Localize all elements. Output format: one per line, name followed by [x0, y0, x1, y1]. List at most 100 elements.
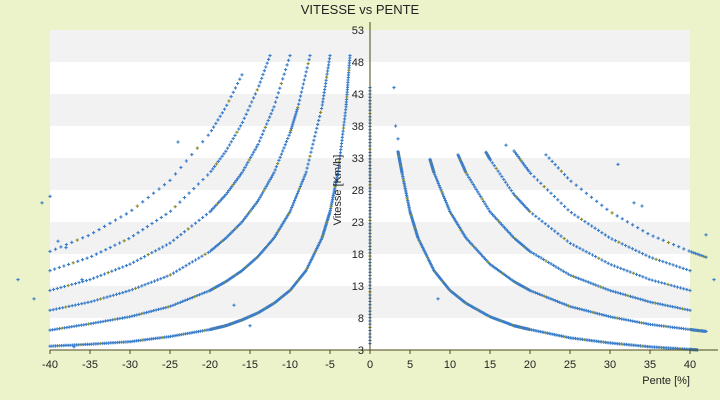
data-point — [647, 255, 651, 259]
data-point — [119, 215, 123, 219]
data-point — [204, 213, 208, 217]
data-point — [300, 180, 304, 184]
data-point — [550, 227, 554, 231]
data-point — [682, 247, 686, 251]
data-point — [498, 172, 502, 176]
data-point — [222, 152, 226, 156]
data-point — [200, 254, 204, 258]
data-point — [306, 62, 310, 66]
data-point — [341, 132, 345, 136]
data-point — [696, 252, 700, 256]
data-point — [178, 267, 182, 271]
data-point — [305, 66, 309, 70]
data-point — [322, 94, 326, 98]
data-point — [322, 91, 326, 95]
data-point — [273, 100, 278, 104]
data-point — [298, 94, 303, 98]
data-point — [663, 282, 667, 286]
data-point — [467, 175, 471, 179]
data-point — [520, 160, 524, 164]
x-tick-label: 10 — [444, 359, 456, 371]
data-point — [561, 269, 566, 273]
data-point — [700, 254, 704, 258]
y-tick-label: 38 — [352, 121, 364, 133]
data-point — [572, 243, 576, 247]
x-axis-tick-labels: -40 -35 -30 -25 -20 -15 -10 -5 0 5 10 15 20 25 30 35 40 — [42, 350, 696, 371]
data-point — [146, 195, 150, 200]
data-point — [327, 63, 331, 67]
data-point — [661, 259, 665, 264]
data-point — [631, 223, 635, 227]
data-point — [492, 214, 496, 218]
data-point — [563, 204, 567, 209]
data-point — [257, 84, 261, 88]
data-point — [258, 195, 262, 199]
data-point — [268, 54, 272, 58]
data-point — [646, 232, 650, 236]
data-point — [444, 201, 448, 205]
data-point — [504, 143, 508, 147]
data-point — [591, 310, 595, 314]
data-point — [480, 197, 484, 201]
data-point — [161, 245, 165, 249]
data-point — [471, 182, 475, 187]
data-point — [615, 214, 619, 218]
data-point — [296, 189, 300, 193]
data-point — [285, 63, 289, 67]
data-point — [584, 309, 588, 313]
data-point — [628, 270, 632, 274]
data-point — [574, 183, 578, 187]
data-point — [137, 312, 141, 316]
data-point — [235, 130, 239, 134]
data-point — [267, 57, 271, 61]
data-point — [224, 192, 228, 197]
data-point — [583, 219, 587, 224]
data-point — [343, 117, 347, 121]
data-point — [173, 302, 177, 306]
data-point — [661, 238, 665, 242]
data-point — [131, 234, 136, 238]
data-point — [67, 304, 71, 308]
data-point — [108, 245, 112, 250]
data-point — [320, 106, 324, 111]
x-tick-label: -35 — [82, 359, 98, 371]
data-point — [507, 186, 511, 190]
y-tick-label: 53 — [352, 25, 364, 37]
data-point — [308, 154, 312, 158]
data-point — [465, 173, 469, 177]
data-point — [547, 296, 551, 300]
data-point — [534, 214, 538, 218]
data-point — [165, 274, 169, 278]
data-point — [628, 294, 633, 298]
data-point — [656, 236, 660, 240]
data-point — [67, 262, 71, 266]
data-point — [341, 129, 345, 133]
data-point — [132, 260, 136, 264]
data-point — [283, 143, 287, 147]
data-point — [133, 286, 138, 290]
data-point — [130, 288, 134, 292]
data-point — [168, 178, 172, 182]
data-point — [295, 191, 300, 196]
data-point — [527, 169, 531, 173]
data-point — [343, 114, 347, 118]
data-point — [529, 171, 533, 175]
data-point — [340, 138, 344, 142]
data-point — [206, 173, 210, 177]
data-point — [511, 191, 515, 195]
data-point — [543, 222, 547, 226]
data-point — [201, 177, 205, 182]
data-point — [292, 118, 296, 122]
data-point — [140, 312, 144, 316]
data-point — [269, 175, 273, 179]
y-tick-label: 18 — [352, 249, 364, 261]
data-point — [632, 201, 636, 205]
data-point — [299, 182, 303, 186]
data-point — [321, 100, 325, 104]
data-point — [702, 254, 706, 259]
data-point — [575, 245, 579, 249]
data-point — [190, 224, 194, 228]
data-point — [313, 134, 317, 138]
data-point — [266, 182, 270, 186]
data-point — [435, 179, 440, 183]
